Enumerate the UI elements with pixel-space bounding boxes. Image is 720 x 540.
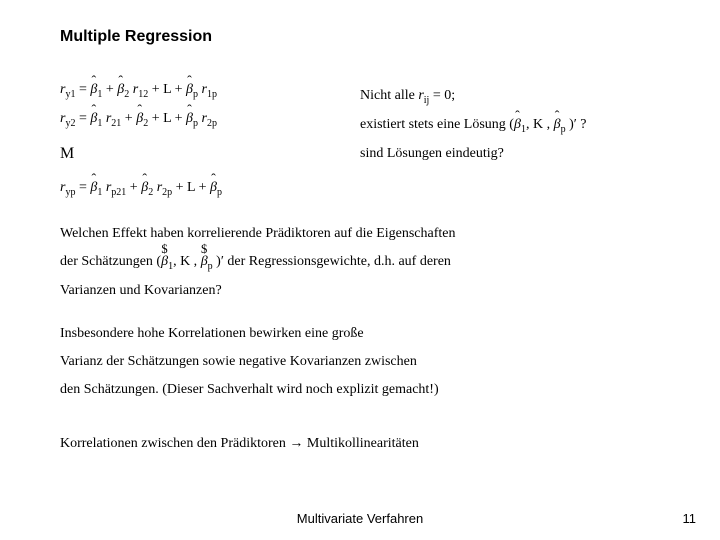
slide-title: Multiple Regression bbox=[60, 28, 212, 46]
paragraph-2: Insbesondere hohe Korrelationen bewirken… bbox=[60, 320, 660, 404]
page-number: 11 bbox=[683, 511, 697, 526]
para1-line1: Welchen Effekt haben korrelierende Prädi… bbox=[60, 220, 660, 248]
eq-ellipsis: M bbox=[60, 138, 222, 170]
para1-line2: der Schätzungen (β1, K , βp )′ der Regre… bbox=[60, 248, 660, 277]
footer-title: Multivariate Verfahren bbox=[0, 511, 720, 526]
para2-line3: den Schätzungen. (Dieser Sachverhalt wir… bbox=[60, 376, 660, 404]
right-line-2: existiert stets eine Lösung (β1, K , βp … bbox=[360, 111, 587, 140]
para1-line3: Varianzen und Kovarianzen? bbox=[60, 277, 660, 305]
para2-line1: Insbesondere hohe Korrelationen bewirken… bbox=[60, 320, 660, 348]
eq-row-p: ryp = β1 rp21 + β2 r2p + L + βp bbox=[60, 174, 222, 203]
right-notes: Nicht alle rij = 0; existiert stets eine… bbox=[360, 82, 587, 168]
paragraph-1: Welchen Effekt haben korrelierende Prädi… bbox=[60, 220, 660, 305]
equation-system: ry1 = β1 + β2 r12 + L + βp r1p ry2 = β1 … bbox=[60, 76, 222, 202]
right-line-3: sind Lösungen eindeutig? bbox=[360, 140, 587, 168]
right-line-1: Nicht alle rij = 0; bbox=[360, 82, 587, 111]
slide: Multiple Regression ry1 = β1 + β2 r12 + … bbox=[0, 0, 720, 540]
paragraph-3: Korrelationen zwischen den Prädiktoren →… bbox=[60, 430, 660, 458]
para2-line2: Varianz der Schätzungen sowie negative K… bbox=[60, 348, 660, 376]
eq-row-2: ry2 = β1 r21 + β2 + L + βp r2p bbox=[60, 105, 222, 134]
arrow-icon: → bbox=[289, 436, 303, 451]
